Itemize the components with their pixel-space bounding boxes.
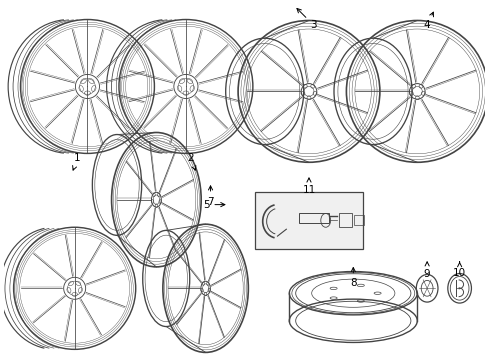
Text: 5: 5: [203, 199, 224, 210]
Text: 3: 3: [296, 9, 317, 31]
Text: 11: 11: [302, 178, 315, 195]
Bar: [338, 213, 351, 227]
Bar: [254, 192, 363, 249]
Text: 1: 1: [73, 153, 81, 170]
Bar: [353, 215, 364, 225]
Text: 2: 2: [187, 153, 195, 170]
Text: 4: 4: [423, 12, 432, 31]
Text: 6: 6: [0, 359, 1, 360]
Text: 8: 8: [349, 267, 356, 288]
Text: 9: 9: [423, 262, 429, 279]
Bar: [299, 213, 328, 223]
Text: 10: 10: [452, 262, 465, 278]
Text: 7: 7: [207, 186, 213, 207]
